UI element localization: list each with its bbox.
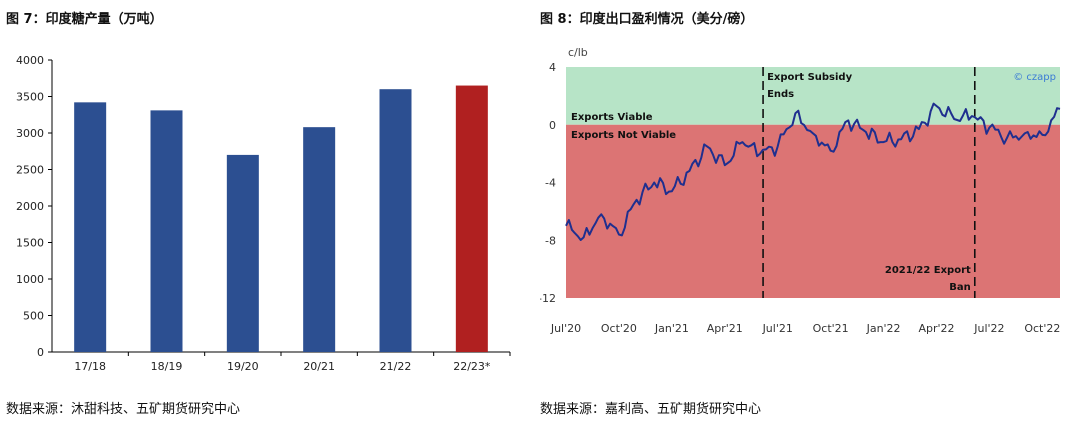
line-y-axis-label: c/lb [568, 46, 588, 59]
right-figure-panel: 图 8：印度出口盈利情况（美分/磅） Exports Viable Exports… [540, 0, 1080, 427]
annotation-text: Ends [767, 89, 794, 100]
line-x-tick-label: Oct'21 [813, 322, 849, 335]
bar-x-tick-label: 18/19 [151, 360, 183, 373]
bar-y-tick-label: 2000 [16, 200, 44, 213]
bar-y-tick-label: 3500 [16, 91, 44, 104]
bar-y-tick-label: 1500 [16, 237, 44, 250]
line-x-tick-label: Oct'22 [1024, 322, 1060, 335]
annotation-text: Ban [949, 282, 971, 293]
figure8-source: 数据来源：嘉利高、五矿期货研究中心 [540, 402, 762, 417]
region-label-not-viable: Exports Not Viable [571, 130, 676, 141]
line-y-tick-label: 4 [549, 61, 556, 74]
export-profit-line-chart: Exports Viable Exports Not Viable c/lb 4 0 -4… [540, 46, 1061, 335]
left-figure-panel: 图 7：印度糖产量（万吨） 0 500 1000 1500 2000 2500 3000 35… [0, 0, 535, 427]
line-x-tick-label: Apr'21 [707, 322, 743, 335]
line-x-tick-label: Jul'20 [550, 322, 581, 335]
line-x-tick-label: Jul'21 [762, 322, 793, 335]
export-profit-series-line [565, 102, 1061, 241]
bar-y-tick-label: 1000 [16, 273, 44, 286]
czapp-watermark: © czapp [1013, 72, 1056, 83]
line-y-tick-label: -12 [540, 292, 556, 305]
figure8-title: 图 8：印度出口盈利情况（美分/磅） [540, 12, 754, 27]
bar-x-tick-label: 22/23* [453, 360, 491, 373]
bar-21/22 [379, 89, 412, 352]
bar-y-tick-label: 2500 [16, 164, 44, 177]
bar-y-tick-label: 4000 [16, 54, 44, 67]
region-exports-not-viable [566, 124, 1060, 298]
figure7-title: 图 7：印度糖产量（万吨） [6, 12, 163, 27]
line-x-tick-label: Jul'22 [973, 322, 1004, 335]
bar-y-tick-label: 3000 [16, 127, 44, 140]
bar-x-tick-label: 21/22 [380, 360, 412, 373]
figure7-source: 数据来源：沐甜科技、五矿期货研究中心 [6, 402, 241, 417]
bar-x-tick-label: 17/18 [74, 360, 106, 373]
bar-20/21 [303, 127, 336, 352]
sugar-production-bar-chart: 0 500 1000 1500 2000 2500 3000 3500 4000 17/18 18/… [16, 54, 511, 373]
line-x-tick-label: Jan'22 [866, 322, 901, 335]
bar-y-tick-label: 0 [37, 346, 44, 359]
line-y-tick-label: -4 [545, 177, 556, 190]
bar-x-tick-label: 19/20 [227, 360, 259, 373]
line-x-tick-label: Oct'20 [601, 322, 637, 335]
bar-22/23* [455, 85, 488, 353]
bar-y-tick-label: 500 [23, 310, 44, 323]
region-label-viable: Exports Viable [571, 112, 653, 123]
line-y-tick-label: 0 [549, 119, 556, 132]
bar-19/20 [226, 154, 259, 352]
line-y-tick-label: -8 [545, 234, 556, 247]
bar-x-tick-label: 20/21 [303, 360, 335, 373]
region-exports-viable [566, 67, 1060, 125]
bar-18/19 [150, 110, 183, 353]
annotation-text: Export Subsidy [767, 72, 853, 83]
line-x-tick-label: Jan'21 [654, 322, 689, 335]
bar-17/18 [74, 102, 107, 352]
line-x-tick-label: Apr'22 [918, 322, 954, 335]
annotation-text: 2021/22 Export [885, 265, 971, 276]
